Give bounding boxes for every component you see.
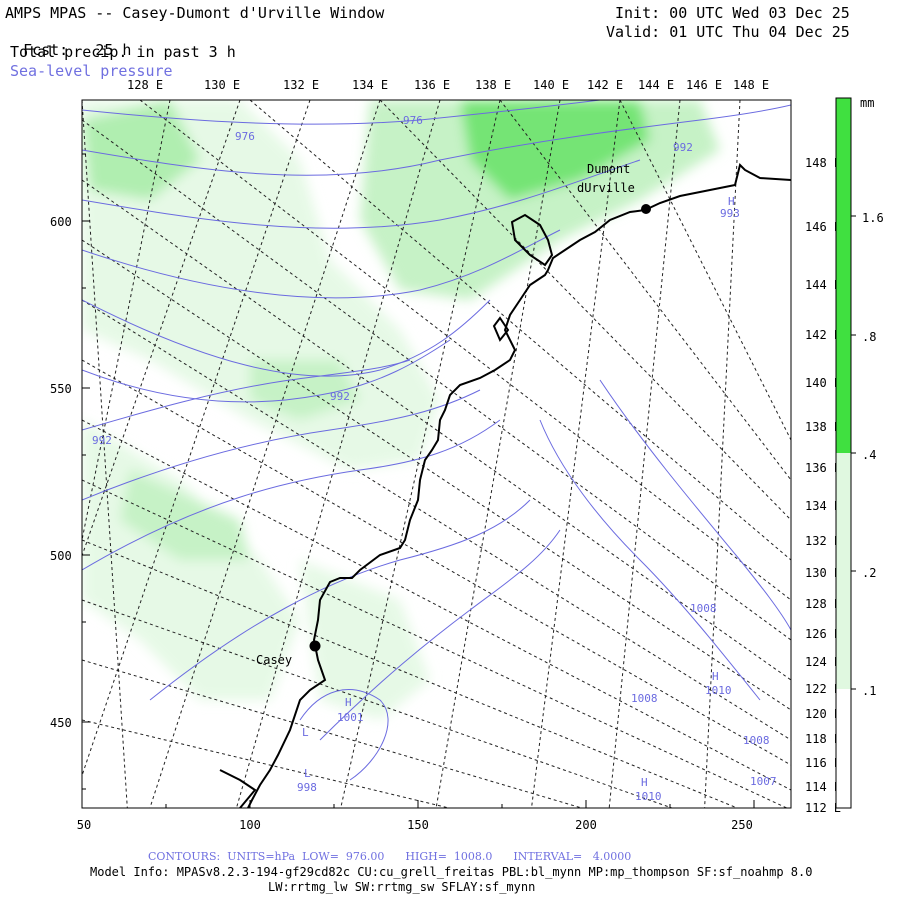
right-lon-label: 116 E <box>805 756 841 770</box>
right-lon-label: 118 E <box>805 732 841 746</box>
right-lon-label: 134 E <box>805 499 841 513</box>
latlon-grid <box>82 100 791 808</box>
station-dumont-durville-marker <box>641 204 651 214</box>
right-lon-label: 140 E <box>805 376 841 390</box>
contour-label: 992 <box>673 141 693 154</box>
colorbar-tick: .1 <box>862 684 876 698</box>
x-axis-label: 150 <box>407 818 429 832</box>
top-lon-label: 148 E <box>733 78 769 92</box>
right-lon-label: 126 E <box>805 627 841 641</box>
y-axis-labels: 600 550 500 450 <box>50 215 72 730</box>
x-axis-label: 200 <box>575 818 597 832</box>
y-axis-label: 500 <box>50 549 72 563</box>
right-lon-label: 112 E <box>805 801 841 815</box>
right-lon-label: 122 E <box>805 682 841 696</box>
extremum-mark: L <box>304 767 311 780</box>
top-lon-label: 132 E <box>283 78 319 92</box>
forecast-hour: Fcst: 25 h <box>5 23 131 59</box>
right-lon-labels: 148 E 146 E 144 E 142 E 140 E 138 E 136 … <box>805 156 841 815</box>
colorbar-units: mm <box>860 96 874 110</box>
top-lon-label: 140 E <box>533 78 569 92</box>
plot-title: AMPS MPAS -- Casey-Dumont d'Urville Wind… <box>5 4 385 22</box>
right-lon-label: 142 E <box>805 328 841 342</box>
x-axis-label: 250 <box>731 818 753 832</box>
right-lon-label: 148 E <box>805 156 841 170</box>
extremum-mark: H <box>345 696 352 709</box>
station-casey-name: Casey <box>256 653 292 667</box>
extremum-mark: L <box>302 726 309 739</box>
right-lon-label: 138 E <box>805 420 841 434</box>
forecast-value: 25 h <box>95 41 132 59</box>
contour-label: 1008 <box>631 692 658 705</box>
field-slp-label: Sea-level pressure <box>10 62 173 80</box>
x-axis-label: 100 <box>239 818 261 832</box>
right-lon-label: 114 E <box>805 780 841 794</box>
right-lon-label: 136 E <box>805 461 841 475</box>
right-lon-label: 120 E <box>805 707 841 721</box>
colorbar-tick: .2 <box>862 566 876 580</box>
top-lon-label: 136 E <box>414 78 450 92</box>
colorbar-tick: 1.6 <box>862 211 884 225</box>
contour-label: 1010 <box>635 790 662 803</box>
contour-label: 1010 <box>705 684 732 697</box>
forecast-label: Fcst: <box>23 41 69 59</box>
colorbar-segment-0-2 <box>836 571 851 689</box>
y-axis-label: 600 <box>50 215 72 229</box>
model-info-physics: LW:rrtmg_lw SW:rrtmg_sw SFLAY:sf_mynn <box>268 880 536 894</box>
station-dumont-name-line1: Dumont <box>587 162 630 176</box>
right-lon-label: 144 E <box>805 278 841 292</box>
y-axis-label: 450 <box>50 716 72 730</box>
plot-area: Dumont dUrville Casey 976 976 992 992 99… <box>82 100 791 808</box>
top-lon-label: 134 E <box>352 78 388 92</box>
extremum-mark: H <box>712 670 719 683</box>
init-time: Init: 00 UTC Wed 03 Dec 25 <box>615 4 850 22</box>
colorbar: mm 1.6 .8 .4 .2 .1 <box>835 96 884 809</box>
colorbar-tick: .4 <box>862 448 876 462</box>
right-lon-label: 132 E <box>805 534 841 548</box>
y-axis-label: 550 <box>50 382 72 396</box>
contour-label: 1007 <box>750 775 777 788</box>
contour-label: 1001 <box>337 711 364 724</box>
colorbar-segment-1-6 <box>836 98 851 453</box>
contour-label: 998 <box>297 781 317 794</box>
contour-label: 976 <box>235 130 255 143</box>
top-lon-label: 130 E <box>204 78 240 92</box>
contour-label: 976 <box>403 114 423 127</box>
colorbar-segment-0-4 <box>836 453 851 571</box>
model-info: Model Info: MPASv8.2.3-194-gf29cd82c CU:… <box>90 865 813 879</box>
right-lon-label: 124 E <box>805 655 841 669</box>
field-precip-label: Total precip. in past 3 h <box>10 43 236 61</box>
colorbar-tick: .8 <box>862 330 876 344</box>
contour-info: CONTOURS: UNITS=hPa LOW= 976.00 HIGH= 10… <box>148 850 632 863</box>
top-lon-label: 138 E <box>475 78 511 92</box>
top-lon-label: 144 E <box>638 78 674 92</box>
colorbar-segment-0-1 <box>836 689 851 808</box>
right-lon-label: 128 E <box>805 597 841 611</box>
contour-label: 1008 <box>690 602 717 615</box>
station-casey-marker <box>309 640 321 652</box>
contour-labels: 976 976 992 992 992 993 1001 998 1008 10… <box>92 114 777 803</box>
contour-label: 993 <box>720 207 740 220</box>
right-lon-label: 146 E <box>805 220 841 234</box>
valid-time: Valid: 01 UTC Thu 04 Dec 25 <box>606 23 850 41</box>
top-lon-label: 146 E <box>686 78 722 92</box>
y-axis-ticks <box>82 153 90 790</box>
extremum-mark: H <box>641 776 648 789</box>
contour-label: 992 <box>330 390 350 403</box>
right-lon-label: 130 E <box>805 566 841 580</box>
station-dumont-name-line2: dUrville <box>577 181 635 195</box>
x-axis-ticks <box>81 800 755 808</box>
top-lon-label: 142 E <box>587 78 623 92</box>
contour-label: 992 <box>92 434 112 447</box>
precip-shading <box>82 100 720 720</box>
contour-label: 1008 <box>743 734 770 747</box>
x-axis-labels: 50 100 150 200 250 <box>77 818 753 832</box>
extremum-mark: H <box>728 195 735 208</box>
plot-frame <box>81 99 792 809</box>
x-axis-label: 50 <box>77 818 91 832</box>
top-lon-labels: 128 E 130 E 132 E 134 E 136 E 138 E 140 … <box>127 78 769 92</box>
top-lon-label: 128 E <box>127 78 163 92</box>
slp-contours <box>82 100 791 781</box>
